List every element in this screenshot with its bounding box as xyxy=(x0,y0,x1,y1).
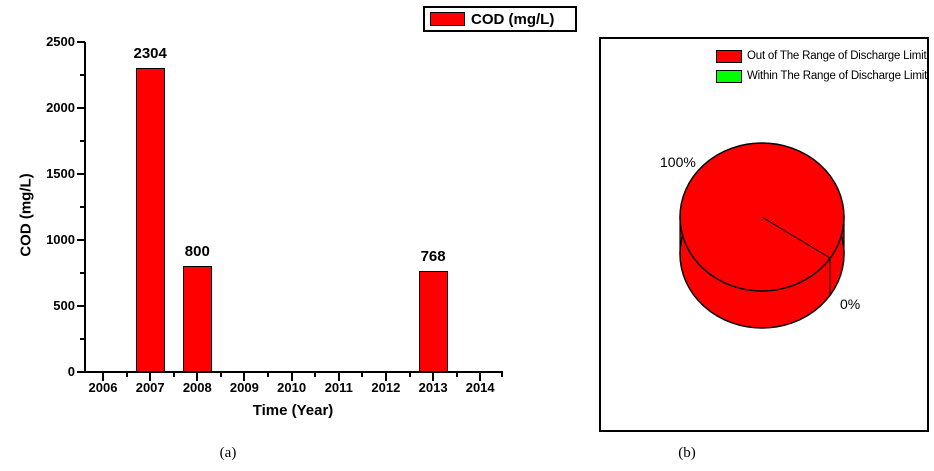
pie-panel-frame xyxy=(599,37,929,432)
bar-value-label-2013: 768 xyxy=(420,247,446,265)
legend-within-range-swatch xyxy=(716,69,742,83)
x-axis-line xyxy=(84,371,503,373)
pie-legend-row-within-range: Within The Range of Discharge Limit xyxy=(716,69,927,83)
x-minor-tick xyxy=(172,373,175,377)
y-major-tick xyxy=(77,371,85,373)
x-minor-tick xyxy=(314,373,317,377)
x-major-tick xyxy=(290,373,293,381)
bar-2007 xyxy=(135,67,165,372)
x-major-tick xyxy=(337,373,340,381)
y-major-tick xyxy=(77,173,85,175)
x-major-tick xyxy=(384,373,387,381)
y-minor-tick xyxy=(80,74,85,76)
legend-label: COD (mg/L) xyxy=(471,10,555,28)
x-minor-tick-end xyxy=(501,373,503,377)
x-tick-label: 2008 xyxy=(182,380,212,395)
y-tick-label: 2000 xyxy=(46,100,75,115)
y-minor-tick xyxy=(80,338,85,340)
x-major-tick xyxy=(149,373,152,381)
x-major-tick xyxy=(479,373,482,381)
x-minor-tick xyxy=(455,373,458,377)
y-tick-label: 0 xyxy=(67,364,75,379)
bar-value-label-2008: 800 xyxy=(184,243,210,261)
y-major-tick xyxy=(77,239,85,241)
x-minor-tick xyxy=(219,373,222,377)
x-major-tick xyxy=(432,373,435,381)
y-minor-tick xyxy=(80,206,85,208)
x-major-tick xyxy=(243,373,246,381)
pie-label-100pct: 100% xyxy=(660,154,696,170)
bar-2008 xyxy=(182,266,212,372)
x-minor-tick xyxy=(408,373,411,377)
x-tick-label: 2013 xyxy=(418,380,448,395)
y-tick-label: 1500 xyxy=(46,166,75,181)
x-minor-tick xyxy=(125,373,128,377)
y-tick-label: 1000 xyxy=(46,232,75,247)
bar-chart-legend-box: COD (mg/L) xyxy=(423,6,577,32)
y-minor-tick xyxy=(80,140,85,142)
caption-b: (b) xyxy=(678,445,696,461)
y-major-tick xyxy=(77,305,85,307)
x-minor-tick xyxy=(361,373,364,377)
y-minor-tick xyxy=(80,272,85,274)
x-minor-tick xyxy=(267,373,269,377)
y-axis-line xyxy=(84,42,86,373)
legend-out-of-range-label: Out of The Range of Discharge Limit xyxy=(747,50,927,62)
y-tick-label: 500 xyxy=(53,298,75,313)
x-axis-title: Time (Year) xyxy=(252,402,334,419)
x-tick-label: 2006 xyxy=(88,380,118,395)
x-tick-label: 2012 xyxy=(371,380,401,395)
pie-label-0pct: 0% xyxy=(840,296,861,312)
bar-value-label-2007: 2304 xyxy=(133,44,167,62)
y-tick-label: 2500 xyxy=(46,34,75,49)
legend-red-swatch xyxy=(430,12,465,26)
y-major-tick xyxy=(77,41,85,43)
legend-within-range-label: Within The Range of Discharge Limit xyxy=(747,70,928,82)
x-tick-label: 2007 xyxy=(135,380,165,395)
x-major-tick xyxy=(102,373,104,381)
y-major-tick xyxy=(77,107,85,109)
bar-2013 xyxy=(418,270,448,372)
pie-legend-row-out-of-range: Out of The Range of Discharge Limit xyxy=(716,49,927,63)
legend-out-of-range-swatch xyxy=(716,49,742,63)
y-axis-title: COD (mg/L) xyxy=(17,173,35,257)
caption-a: (a) xyxy=(219,445,237,461)
x-tick-label: 2009 xyxy=(229,380,259,395)
x-tick-label: 2011 xyxy=(324,380,353,395)
x-tick-label: 2010 xyxy=(277,380,307,395)
x-major-tick xyxy=(196,373,199,381)
x-tick-label: 2014 xyxy=(465,380,495,395)
